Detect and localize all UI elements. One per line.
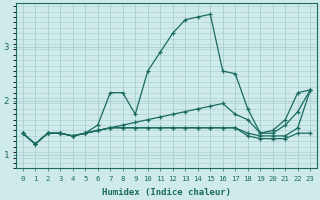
- X-axis label: Humidex (Indice chaleur): Humidex (Indice chaleur): [102, 188, 231, 197]
